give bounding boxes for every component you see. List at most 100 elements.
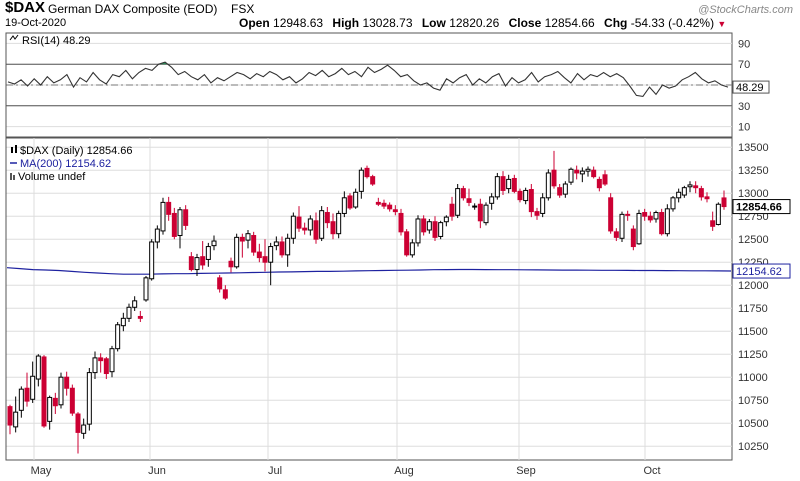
candle-body <box>523 189 529 202</box>
candle-body <box>477 203 483 222</box>
candle-body <box>489 196 495 204</box>
close-value: 12854.66 <box>544 16 595 30</box>
stockcharts-watermark[interactable]: @StockCharts.com <box>698 4 793 16</box>
price-tick-label: 10250 <box>738 441 769 453</box>
candle-body <box>205 246 211 260</box>
candle-body <box>460 188 466 199</box>
candle-body <box>307 218 313 231</box>
candle-body <box>472 205 478 208</box>
price-tick-label: 11750 <box>738 303 768 315</box>
candle-body <box>24 387 30 402</box>
candle-body <box>166 201 172 215</box>
ma-legend: MA(200) 12154.62 <box>20 158 111 170</box>
candle-body <box>160 201 166 232</box>
candle-body <box>551 169 557 187</box>
candle-body <box>715 203 721 225</box>
candle-body <box>540 197 546 214</box>
change-value: -54.33 (-0.42%) <box>630 16 715 30</box>
candle-body <box>30 375 36 400</box>
candle-body <box>256 251 262 259</box>
candle-body <box>7 406 13 426</box>
candle-body <box>528 189 534 213</box>
candle-body <box>511 177 517 192</box>
candle-body <box>545 172 551 199</box>
month-label: May <box>31 465 52 477</box>
candle-body <box>313 220 319 240</box>
volume-legend: Volume undef <box>18 171 86 183</box>
price-tick-label: 10750 <box>738 395 769 407</box>
candle-body <box>381 202 387 207</box>
candle-body <box>234 236 240 268</box>
open-value: 12948.63 <box>273 16 324 30</box>
candle-body <box>602 174 608 185</box>
candle-body <box>636 212 642 245</box>
candle-body <box>500 176 506 191</box>
candle-body <box>409 242 415 256</box>
rsi-tick-label: 10 <box>738 122 750 134</box>
price-tick-label: 11000 <box>738 372 768 384</box>
candle-body <box>721 197 727 208</box>
candle-body <box>517 190 523 201</box>
candle-body <box>579 170 585 175</box>
instrument-name: German DAX Composite (EOD) <box>48 2 218 16</box>
candle-body <box>69 387 75 414</box>
candle-body <box>336 212 342 235</box>
month-label: Aug <box>394 465 414 477</box>
candle-body <box>81 424 87 434</box>
rsi-line <box>7 61 729 97</box>
high-value: 13028.73 <box>362 16 413 30</box>
candle-body <box>137 315 143 319</box>
candle-body <box>262 256 268 263</box>
candle-body <box>449 203 455 217</box>
candle-body <box>421 218 427 233</box>
price-legend-icon <box>11 147 13 153</box>
candle-body <box>387 204 393 210</box>
candle-body <box>432 221 438 238</box>
candle-body <box>647 215 653 221</box>
volume-legend-icon <box>13 175 15 180</box>
low-label: Low <box>421 16 446 30</box>
candle-body <box>506 178 512 190</box>
candle-body <box>273 241 279 247</box>
price-tick-label: 11500 <box>738 326 768 338</box>
month-label: Jun <box>148 465 166 477</box>
low-value: 12820.26 <box>449 16 500 30</box>
candle-body <box>392 209 398 213</box>
rsi-current-label: 48.29 <box>736 82 764 94</box>
price-legend: $DAX (Daily) 12854.66 <box>20 145 133 157</box>
candle-body <box>18 388 24 411</box>
candle-body <box>13 411 19 428</box>
candle-body <box>613 231 619 238</box>
chart-date: 19-Oct-2020 <box>5 17 67 29</box>
candle-body <box>115 324 121 350</box>
candle-body <box>324 212 330 224</box>
close-label: Close <box>508 16 542 30</box>
candle-body <box>585 168 591 172</box>
candle-body <box>455 188 461 216</box>
last-close-label: 12854.66 <box>736 202 782 214</box>
candle-body <box>200 256 206 266</box>
ma-current-label: 12154.62 <box>736 266 782 278</box>
price-tick-label: 12750 <box>738 211 769 223</box>
candle-body <box>86 372 92 425</box>
candle-body <box>47 396 53 422</box>
candle-body <box>268 246 274 263</box>
candle-body <box>608 197 614 232</box>
rsi-legend-icon <box>9 34 19 41</box>
rsi-current-box <box>732 80 770 94</box>
candle-body <box>41 356 47 427</box>
candle-body <box>239 236 245 242</box>
rsi-tick-label: 30 <box>738 101 750 113</box>
candle-body <box>228 260 234 268</box>
candle-body <box>653 212 659 220</box>
price-legend-icon <box>15 145 17 153</box>
price-tick-label: 13000 <box>738 188 769 200</box>
candle-body <box>341 197 347 214</box>
candle-body <box>630 228 636 248</box>
candle-body <box>149 241 155 280</box>
price-panel-frame <box>5 137 733 461</box>
candle-body <box>681 187 687 196</box>
candle-body <box>443 216 449 223</box>
price-tick-label: 10500 <box>738 418 769 430</box>
